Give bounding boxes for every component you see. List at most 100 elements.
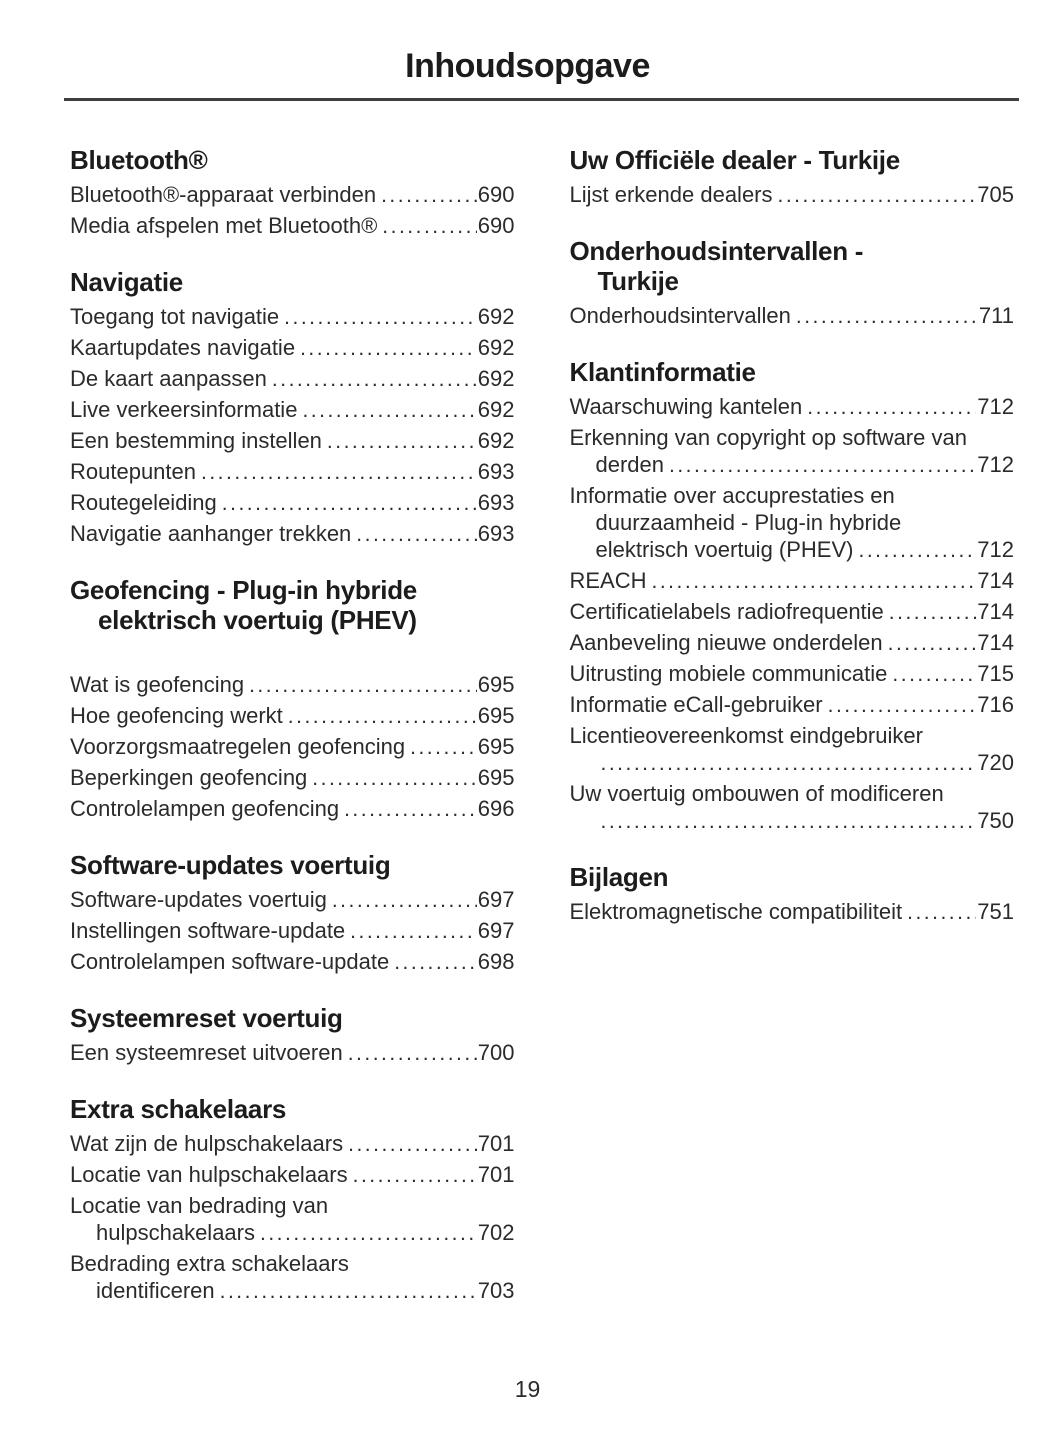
toc-entry[interactable]: Voorzorgsmaatregelen geofencing 695 bbox=[70, 733, 515, 761]
toc-entry[interactable]: Aanbeveling nieuwe onderdelen 714 bbox=[570, 629, 1015, 657]
toc-entry[interactable]: Beperkingen geofencing 695 bbox=[70, 764, 515, 792]
toc-entry-label: Onderhoudsintervallen bbox=[569, 303, 791, 328]
toc-entry[interactable]: Waarschuwing kantelen 712 bbox=[570, 393, 1015, 421]
toc-entry-label: Routepunten bbox=[70, 459, 196, 484]
toc-entry-line: Wat is geofencing 695 bbox=[70, 671, 515, 699]
page-ref: 700 bbox=[477, 1040, 515, 1065]
toc-entry-label: Certificatielabels radiofrequentie bbox=[569, 599, 884, 624]
toc-entry[interactable]: Software-updates voertuig 697 bbox=[70, 886, 515, 914]
toc-entry[interactable]: Wat zijn de hulpschakelaars 701 bbox=[70, 1130, 515, 1158]
toc-entry[interactable]: Controlelampen geofencing 696 bbox=[70, 795, 515, 823]
toc-entry-line: Controlelampen software-update 698 bbox=[70, 948, 515, 976]
toc-entry-line: Live verkeersinformatie 692 bbox=[70, 396, 515, 424]
toc-entry-line: 750 bbox=[570, 807, 1014, 835]
toc-entry[interactable]: Controlelampen software-update 698 bbox=[70, 948, 515, 976]
toc-entry-label: elektrisch voertuig (PHEV) bbox=[595, 537, 854, 562]
toc-entry[interactable]: Instellingen software-update 697 bbox=[70, 917, 515, 945]
section-heading-line: Onderhoudsintervallen - bbox=[569, 236, 864, 266]
page-ref: 695 bbox=[477, 734, 515, 759]
page-ref: 693 bbox=[477, 521, 515, 546]
page-ref: 693 bbox=[477, 490, 515, 515]
toc-entry-line: Onderhoudsintervallen 711 bbox=[570, 302, 1015, 330]
toc-entry[interactable]: Routegeleiding 693 bbox=[70, 489, 515, 517]
toc-entry[interactable]: REACH 714 bbox=[570, 567, 1015, 595]
section-heading: Geofencing - Plug-in hybride elektrisch v… bbox=[70, 575, 515, 635]
toc-entry-label: Media afspelen met Bluetooth® bbox=[70, 213, 378, 238]
page-ref: 692 bbox=[477, 366, 515, 391]
toc-entry[interactable]: Uw voertuig ombouwen of modificeren 750 bbox=[570, 780, 1015, 835]
toc-entry[interactable]: Routepunten 693 bbox=[70, 458, 515, 486]
section-heading: Onderhoudsintervallen - Turkije bbox=[570, 236, 1015, 296]
toc-entry-label: Instellingen software-update bbox=[70, 918, 346, 943]
toc-entry-line: Elektromagnetische compatibiliteit 751 bbox=[570, 898, 1015, 926]
toc-entry-label: Locatie van hulpschakelaars bbox=[70, 1162, 348, 1187]
toc-entry[interactable]: Informatie eCall-gebruiker 716 bbox=[570, 691, 1015, 719]
section-heading: Systeemreset voertuig bbox=[70, 1003, 515, 1033]
toc-entry-line: Controlelampen geofencing 696 bbox=[70, 795, 515, 823]
section-heading-line: Bluetooth® bbox=[70, 145, 208, 175]
page-title: Inhoudsopgave bbox=[405, 47, 650, 85]
toc-entry[interactable]: Uitrusting mobiele communicatie 715 bbox=[570, 660, 1015, 688]
toc-entry[interactable]: Kaartupdates navigatie 692 bbox=[70, 334, 515, 362]
toc-entry[interactable]: De kaart aanpassen 692 bbox=[70, 365, 515, 393]
page-number: 19 bbox=[514, 1376, 541, 1402]
page-ref: 690 bbox=[477, 182, 515, 207]
toc-entry-line: Kaartupdates navigatie 692 bbox=[70, 334, 515, 362]
toc-entry[interactable]: Elektromagnetische compatibiliteit 751 bbox=[570, 898, 1015, 926]
dot-leader bbox=[348, 1130, 477, 1158]
toc-entry[interactable]: Een systeemreset uitvoeren 700 bbox=[70, 1039, 515, 1067]
toc-entry-line: Waarschuwing kantelen 712 bbox=[570, 393, 1015, 421]
dot-leader bbox=[302, 396, 476, 424]
toc-entry[interactable]: Bluetooth®-apparaat verbinden 690 bbox=[70, 181, 515, 209]
dot-leader bbox=[669, 451, 976, 479]
section-heading: Bluetooth® bbox=[70, 145, 515, 175]
toc-column-left: Bluetooth® Bluetooth®-apparaat verbinden 6… bbox=[70, 145, 515, 1308]
dot-leader bbox=[601, 749, 977, 777]
section-heading: Software-updates voertuig bbox=[70, 850, 515, 880]
toc-section: Bijlagen Elektromagnetische compatibilite… bbox=[570, 862, 1015, 926]
toc-entry[interactable]: Hoe geofencing werkt 695 bbox=[70, 702, 515, 730]
toc-entry[interactable]: Live verkeersinformatie 692 bbox=[70, 396, 515, 424]
toc-entry[interactable]: Locatie van bedrading van hulpschakelaars… bbox=[70, 1192, 515, 1247]
dot-leader bbox=[249, 671, 477, 699]
toc-section: Extra schakelaars Wat zijn de hulpschakel… bbox=[70, 1094, 515, 1305]
toc-entry-label: Software-updates voertuig bbox=[70, 887, 327, 912]
toc-entry[interactable]: Toegang tot navigatie 692 bbox=[70, 303, 515, 331]
toc-entry[interactable]: Media afspelen met Bluetooth® 690 bbox=[70, 212, 515, 240]
toc-entry-line: derden 712 bbox=[570, 451, 1015, 479]
dot-leader bbox=[828, 691, 977, 719]
toc-entry[interactable]: Navigatie aanhanger trekken 693 bbox=[70, 520, 515, 548]
page-ref: 720 bbox=[977, 750, 1014, 775]
toc-entry-line: Bedrading extra schakelaars bbox=[70, 1251, 349, 1276]
toc-entry[interactable]: Certificatielabels radiofrequentie 714 bbox=[570, 598, 1015, 626]
toc-entry-label: Wat is geofencing bbox=[70, 672, 245, 697]
toc-entry-line: Hoe geofencing werkt 695 bbox=[70, 702, 515, 730]
section-heading-line: Geofencing - Plug-in hybride bbox=[70, 575, 417, 605]
toc-entry[interactable]: Licentieovereenkomst eindgebruiker 720 bbox=[570, 722, 1015, 777]
toc-entry-line: Informatie eCall-gebruiker 716 bbox=[570, 691, 1015, 719]
section-heading-line: Uw Officiële dealer - Turkije bbox=[569, 145, 901, 175]
toc-entry-label: Controlelampen geofencing bbox=[70, 796, 340, 821]
toc-entry-line: De kaart aanpassen 692 bbox=[70, 365, 515, 393]
dot-leader bbox=[272, 365, 477, 393]
toc-entry-line: Wat zijn de hulpschakelaars 701 bbox=[70, 1130, 515, 1158]
toc-entry[interactable]: Onderhoudsintervallen 711 bbox=[570, 302, 1015, 330]
toc-entry[interactable]: Bedrading extra schakelaars identificeren… bbox=[70, 1250, 515, 1305]
page-ref: 714 bbox=[977, 599, 1014, 624]
page-ref: 693 bbox=[477, 459, 515, 484]
toc-entry-label: Een bestemming instellen bbox=[70, 428, 322, 453]
toc-entry[interactable]: Locatie van hulpschakelaars 701 bbox=[70, 1161, 515, 1189]
toc-entry-line: Aanbeveling nieuwe onderdelen 714 bbox=[570, 629, 1015, 657]
dot-leader bbox=[394, 948, 477, 976]
toc-entry[interactable]: Informatie over accuprestaties en duurzaa… bbox=[570, 482, 1015, 564]
toc-entry[interactable]: Erkenning van copyright op software van d… bbox=[570, 424, 1015, 479]
toc-entry[interactable]: Een bestemming instellen 692 bbox=[70, 427, 515, 455]
page-ref: 698 bbox=[477, 949, 515, 974]
dot-leader bbox=[348, 1039, 477, 1067]
dot-leader bbox=[381, 181, 477, 209]
toc-entry-line: Informatie over accuprestaties en bbox=[569, 483, 895, 508]
page-ref: 711 bbox=[978, 303, 1014, 328]
toc-entry[interactable]: Wat is geofencing 695 bbox=[70, 671, 515, 699]
dot-leader bbox=[288, 702, 477, 730]
toc-entry[interactable]: Lijst erkende dealers 705 bbox=[570, 181, 1015, 209]
